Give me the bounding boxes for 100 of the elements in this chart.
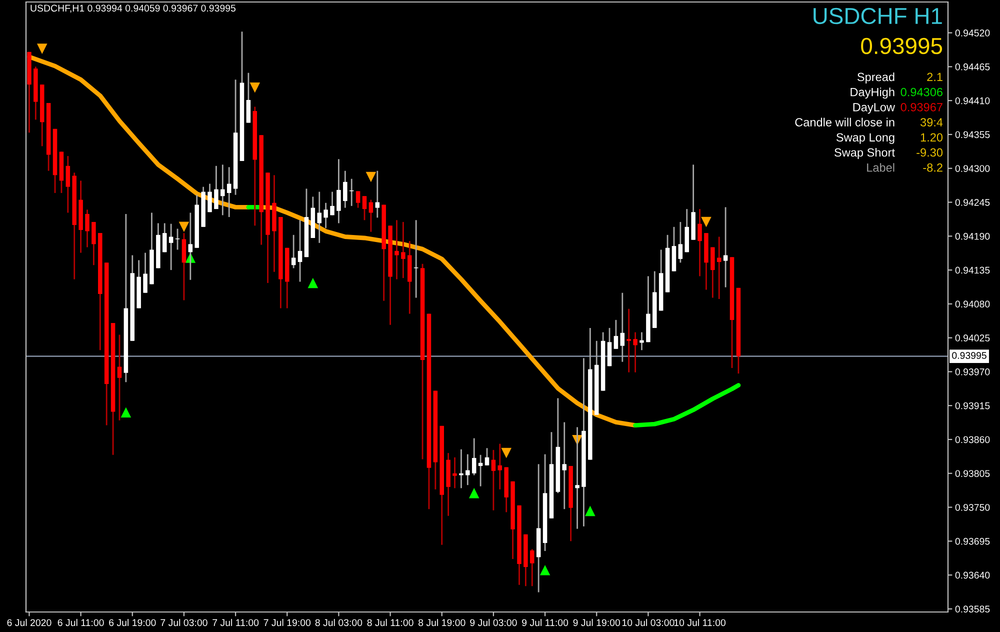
chart-title: USDCHF,H1 0.93994 0.94059 0.93967 0.93995 xyxy=(30,4,236,13)
y-tick-label: 0.94080 xyxy=(955,300,990,308)
annotation: -9.30 xyxy=(916,148,943,157)
y-tick-label: 0.93970 xyxy=(955,368,990,376)
y-tick-label: 0.93640 xyxy=(955,572,990,579)
candlestick xyxy=(336,158,341,224)
candlestick xyxy=(291,234,296,269)
candlestick xyxy=(626,308,631,374)
x-tick-label: 6 Jul 19:00 xyxy=(109,618,156,626)
candlestick xyxy=(343,170,348,208)
x-tick-label: 9 Jul 03:00 xyxy=(470,618,517,626)
candlestick xyxy=(678,221,683,264)
candlestick xyxy=(246,72,251,124)
annotation: 1.20 xyxy=(920,133,943,142)
candlestick xyxy=(620,292,625,363)
candlestick xyxy=(330,191,334,216)
candlestick xyxy=(85,208,90,248)
annotation: 39:4 xyxy=(920,118,943,126)
y-tick-label: 0.93750 xyxy=(955,504,990,511)
candlestick xyxy=(92,221,96,266)
candlestick xyxy=(472,438,476,476)
candlestick xyxy=(168,223,174,271)
point xyxy=(178,222,190,232)
x-tick-label: 6 Jul 11:00 xyxy=(58,618,104,626)
candlestick xyxy=(716,236,722,300)
candlestick xyxy=(66,155,70,214)
y-tick-label: 0.94190 xyxy=(955,232,990,240)
annotation: -8.2 xyxy=(923,163,942,172)
x-tick-label: 7 Jul 11:00 xyxy=(212,618,259,626)
annotation: 0.93967 xyxy=(900,103,942,112)
y-tick-label: 0.94465 xyxy=(955,63,990,70)
candlestick xyxy=(633,332,638,374)
x-tick-label: 10 Jul 03:00 xyxy=(622,618,674,626)
y-tick-label: 0.93585 xyxy=(955,606,990,613)
candlestick xyxy=(298,219,302,282)
point xyxy=(585,506,596,516)
y-tick-label: 0.93860 xyxy=(955,436,990,444)
candlestick xyxy=(401,221,406,279)
y-tick-label: 0.93695 xyxy=(955,538,990,545)
candlestick xyxy=(324,202,328,229)
point xyxy=(540,564,550,576)
x-tick-label: 6 Jul 2020 xyxy=(7,618,52,626)
x-tick-label: 8 Jul 11:00 xyxy=(367,618,414,626)
candlestick xyxy=(491,449,496,512)
y-tick-label: 0.94520 xyxy=(955,30,990,36)
y-tick-label: 0.94300 xyxy=(955,165,990,172)
candlestick xyxy=(466,454,470,486)
candlestick xyxy=(530,548,534,587)
candlestick xyxy=(362,195,367,221)
point xyxy=(468,488,480,498)
candlestick xyxy=(394,219,399,280)
candlestick xyxy=(226,166,232,218)
y-tick-label: 0.94410 xyxy=(955,97,990,104)
candlestick xyxy=(478,454,483,487)
candlestick xyxy=(117,334,122,422)
x-tick-label: 9 Jul 11:00 xyxy=(522,618,568,626)
point xyxy=(308,278,318,288)
annotation: USDCHF H1 xyxy=(814,8,942,24)
y-tick-label: 0.94025 xyxy=(955,334,990,342)
point xyxy=(250,82,260,93)
point xyxy=(120,407,132,418)
x-tick-label: 9 Jul 19:00 xyxy=(573,618,620,626)
candlestick xyxy=(143,252,148,294)
candlestick xyxy=(368,199,374,233)
annotation: 0.94306 xyxy=(900,88,942,96)
candlestick xyxy=(220,164,225,216)
ref-line-label: 0.93995 xyxy=(952,352,986,359)
candlestick xyxy=(562,422,566,510)
x-tick-label: 8 Jul 03:00 xyxy=(315,618,362,626)
annotation: Swap Long xyxy=(836,133,894,144)
point xyxy=(501,448,512,458)
annotation: Swap Short xyxy=(834,148,895,159)
candlestick xyxy=(356,190,360,208)
candlestick xyxy=(188,212,193,281)
candlestick xyxy=(208,183,212,213)
candlestick xyxy=(710,246,715,298)
candlestick xyxy=(182,232,186,301)
annotation: DayLow xyxy=(853,103,896,114)
annotation: Spread xyxy=(857,72,894,84)
annotation: DayHigh xyxy=(850,88,894,99)
x-tick-label: 10 Jul 11:00 xyxy=(674,618,726,626)
candlestick xyxy=(484,447,490,466)
x-tick-label: 7 Jul 03:00 xyxy=(160,618,208,626)
annotation: Label xyxy=(867,163,894,172)
point xyxy=(701,216,712,228)
annotation: 2.1 xyxy=(927,72,942,82)
candlestick xyxy=(723,206,728,288)
point xyxy=(36,44,48,54)
candlestick xyxy=(452,456,457,489)
annotation: 0.93995 xyxy=(861,38,942,54)
candlestick xyxy=(498,443,502,490)
candlestick xyxy=(575,426,580,530)
candlestick xyxy=(317,191,322,244)
point xyxy=(366,172,376,182)
y-tick-label: 0.93915 xyxy=(955,402,990,410)
y-tick-label: 0.94245 xyxy=(955,198,990,206)
x-tick-label: 7 Jul 19:00 xyxy=(264,618,311,626)
annotation: Candle will close in xyxy=(795,118,894,126)
y-tick-label: 0.94355 xyxy=(955,131,990,138)
candlestick xyxy=(214,165,218,210)
